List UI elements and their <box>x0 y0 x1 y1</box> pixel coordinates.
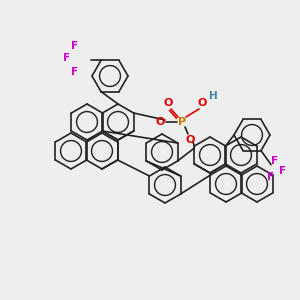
Text: F: F <box>71 68 79 77</box>
Text: F: F <box>63 53 70 63</box>
Text: H: H <box>208 91 217 101</box>
Text: O: O <box>155 117 165 127</box>
Text: O: O <box>163 98 173 108</box>
Text: F: F <box>71 41 79 51</box>
Text: F: F <box>279 166 286 176</box>
Text: P: P <box>178 117 186 127</box>
Text: O: O <box>185 135 195 145</box>
Text: F: F <box>272 156 279 166</box>
Text: F: F <box>267 172 274 182</box>
Text: O: O <box>197 98 207 108</box>
